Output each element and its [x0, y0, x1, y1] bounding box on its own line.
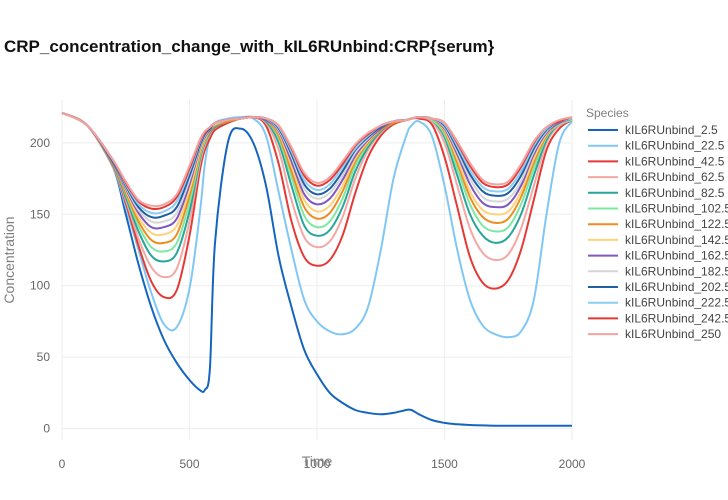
series-line-kIL6RUnbind_2.5 [61, 111, 572, 427]
y-axis-label: Concentration [1, 216, 17, 303]
grid-lines [61, 100, 573, 440]
x-tick-labels: 0 500 1000 1500 2000 [59, 457, 586, 471]
x-tick-label: 1500 [431, 457, 458, 471]
series-line-kIL6RUnbind_242.5 [61, 111, 573, 211]
legend-item-label[interactable]: kIL6RUnbind_250 [625, 327, 721, 341]
x-tick-label: 500 [179, 457, 199, 471]
plot-area [61, 111, 573, 427]
series-line-kIL6RUnbind_222.5 [61, 111, 573, 215]
series-line-kIL6RUnbind_22.5 [61, 111, 573, 339]
series-line-kIL6RUnbind_142.5 [61, 111, 573, 237]
y-tick-label: 200 [30, 136, 50, 150]
y-tick-label: 100 [30, 279, 50, 293]
chart-title: CRP_concentration_change_with_kIL6RUnbin… [4, 37, 495, 56]
legend-item-label[interactable]: kIL6RUnbind_162.5 [625, 249, 728, 263]
legend: Species kIL6RUnbind_2.5kIL6RUnbind_22.5k… [586, 106, 728, 341]
x-axis-label: Time [302, 453, 333, 469]
y-tick-label: 50 [37, 350, 51, 364]
legend-item-label[interactable]: kIL6RUnbind_202.5 [625, 280, 728, 294]
series-line-kIL6RUnbind_122.5 [61, 111, 573, 245]
legend-item-label[interactable]: kIL6RUnbind_222.5 [625, 296, 728, 310]
legend-item-label[interactable]: kIL6RUnbind_82.5 [625, 186, 725, 200]
series-line-kIL6RUnbind_182.5 [61, 111, 573, 224]
legend-item-label[interactable]: kIL6RUnbind_182.5 [625, 264, 728, 278]
series-line-kIL6RUnbind_82.5 [61, 111, 573, 263]
series-line-kIL6RUnbind_42.5 [61, 111, 573, 300]
series-line-kIL6RUnbind_202.5 [61, 111, 573, 219]
y-tick-label: 150 [30, 207, 50, 221]
legend-item-label[interactable]: kIL6RUnbind_142.5 [625, 233, 728, 247]
legend-item-label[interactable]: kIL6RUnbind_242.5 [625, 311, 728, 325]
series-line-kIL6RUnbind_162.5 [61, 111, 573, 230]
legend-item-label[interactable]: kIL6RUnbind_42.5 [625, 154, 725, 168]
series-line-kIL6RUnbind_62.5 [61, 111, 573, 279]
x-tick-label: 2000 [559, 457, 586, 471]
series-line-kIL6RUnbind_250 [61, 111, 573, 208]
legend-item-label[interactable]: kIL6RUnbind_62.5 [625, 170, 725, 184]
legend-item-label[interactable]: kIL6RUnbind_2.5 [625, 123, 718, 137]
legend-title: Species [586, 106, 629, 120]
y-tick-labels: 0 50 100 150 200 [30, 136, 50, 436]
x-tick-label: 0 [59, 457, 66, 471]
legend-item-label[interactable]: kIL6RUnbind_22.5 [625, 139, 725, 153]
legend-item-label[interactable]: kIL6RUnbind_102.5 [625, 202, 728, 216]
series-line-kIL6RUnbind_102.5 [61, 111, 573, 253]
y-tick-label: 0 [43, 422, 50, 436]
x-tick-label: 1000 [304, 457, 331, 471]
legend-item-label[interactable]: kIL6RUnbind_122.5 [625, 217, 728, 231]
